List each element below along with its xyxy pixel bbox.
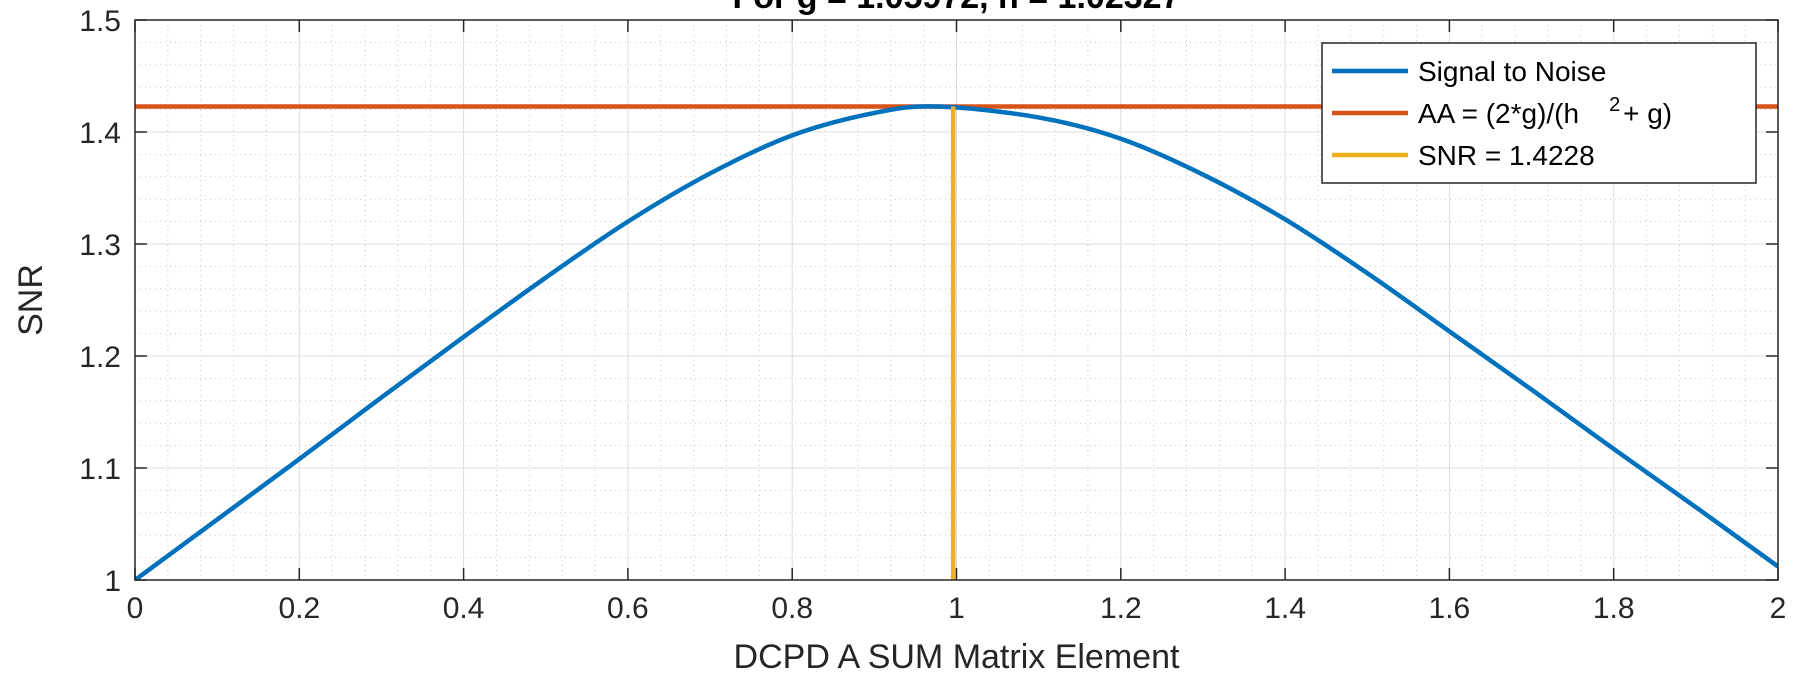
x-tick-label: 1.2 bbox=[1100, 592, 1142, 625]
legend-entry-label: Signal to Noise bbox=[1418, 56, 1606, 87]
y-tick-label: 1 bbox=[104, 565, 121, 598]
y-tick-label: 1.2 bbox=[79, 341, 121, 374]
legend-entry-suffix: + g) bbox=[1623, 98, 1672, 129]
axis-ticks bbox=[134, 19, 1779, 581]
x-tick-label: 0.2 bbox=[278, 592, 320, 625]
y-tick-label: 1.5 bbox=[79, 5, 121, 38]
x-axis-label: DCPD A SUM Matrix Element bbox=[734, 638, 1180, 676]
x-tick-label: 1 bbox=[948, 592, 965, 625]
x-tick-label: 1.4 bbox=[1264, 592, 1306, 625]
y-tick-label: 1.3 bbox=[79, 229, 121, 262]
x-tick-label: 1.6 bbox=[1429, 592, 1471, 625]
y-axis-label: SNR bbox=[12, 264, 50, 336]
legend-entry-label: SNR = 1.4228 bbox=[1418, 140, 1595, 171]
legend: Signal to Noise AA = (2*g)/(h 2 + g) SNR = … bbox=[1321, 42, 1757, 184]
chart-title: For g = 1.05972, h = 1.02327 bbox=[733, 0, 1181, 16]
x-tick-label: 0 bbox=[127, 592, 144, 625]
x-tick-label: 0.8 bbox=[771, 592, 813, 625]
tick-labels: 0 0.2 0.4 0.6 0.8 1 1.2 1.4 1.6 1.8 2 1 1.1 1.2 1.3 1.4… bbox=[79, 5, 1786, 625]
legend-entry-label: AA = (2*g)/(h bbox=[1418, 98, 1579, 129]
y-tick-label: 1.1 bbox=[79, 453, 121, 486]
x-tick-label: 2 bbox=[1770, 592, 1787, 625]
series-line-signal-to-noise bbox=[135, 104, 1778, 580]
legend-entry-superscript: 2 bbox=[1609, 94, 1620, 116]
minor-grid bbox=[135, 20, 1778, 580]
x-tick-label: 0.4 bbox=[443, 592, 485, 625]
y-tick-label: 1.4 bbox=[79, 117, 121, 150]
x-tick-label: 0.6 bbox=[607, 592, 649, 625]
x-tick-label: 1.8 bbox=[1593, 592, 1635, 625]
